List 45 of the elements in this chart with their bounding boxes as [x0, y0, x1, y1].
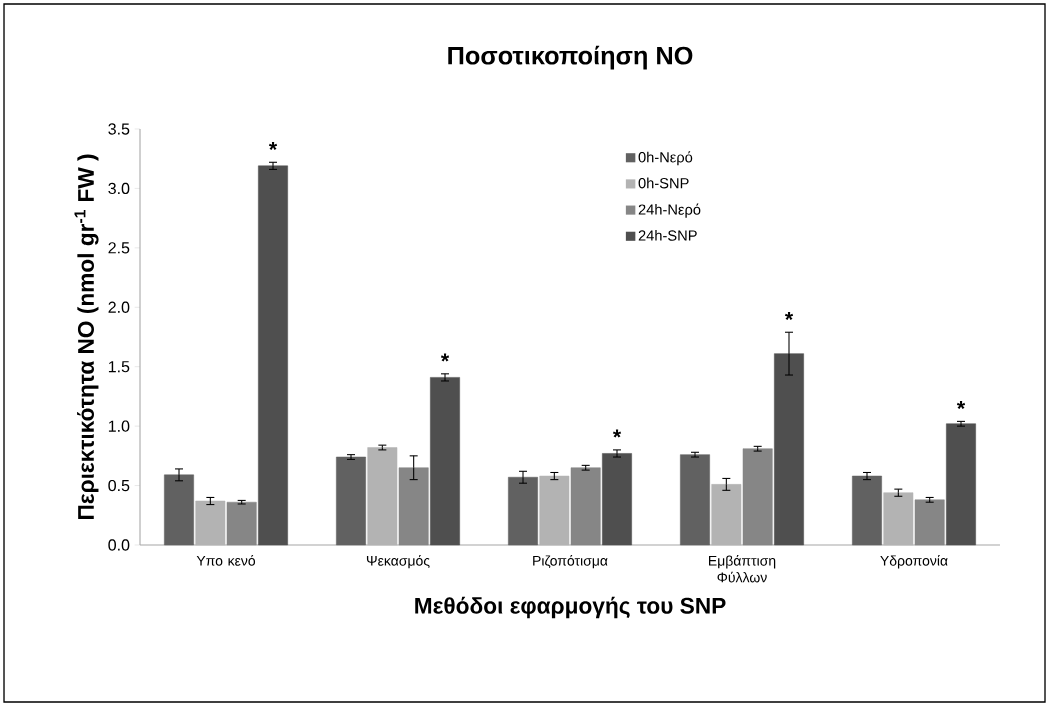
annotation: *: [956, 401, 966, 410]
bar: [539, 475, 570, 546]
legend-label: 0h-SNP: [638, 177, 689, 189]
bar: [195, 500, 226, 546]
bar: [946, 423, 976, 546]
y-axis-title: Περιεκτικότητα NO (nmol gr$^{-1}$ FW ): [74, 154, 99, 520]
x-axis-title: Μεθόδοι εφαρμογής του SNP: [415, 596, 726, 619]
bar: [570, 467, 601, 546]
legend-label: 24h-Νερό: [638, 203, 701, 218]
y-tick-label: 1.0: [108, 420, 130, 432]
bar: [602, 453, 632, 546]
bar: [711, 484, 742, 546]
bar: [336, 456, 366, 546]
x-tick-label: Υδροπονία: [880, 555, 948, 569]
bar: [164, 474, 194, 546]
x-tick-label: Ριζοπότισμα: [533, 555, 608, 569]
x-tick-label: Ψεκασμός: [366, 555, 430, 569]
bar: [742, 448, 773, 546]
x-tick-label: Εμβάπτιση Φύλλων: [709, 555, 776, 583]
y-tick-label: 0.5: [108, 479, 130, 492]
legend-label: 0h-Νερό: [638, 151, 693, 166]
bar: [883, 492, 914, 546]
annotation: *: [268, 141, 278, 150]
bar: [680, 454, 710, 546]
chart-title: Ποσοτικοποίηση NO: [448, 45, 693, 70]
bar: [914, 499, 945, 546]
bar: [367, 447, 398, 546]
x-tick-label: Υπο κενό: [196, 555, 256, 566]
annotation: *: [612, 429, 622, 438]
bar: [226, 501, 257, 546]
bar: [774, 353, 804, 546]
y-tick-label: 3.0: [108, 182, 130, 195]
bar: [508, 476, 538, 546]
bar: [258, 165, 288, 546]
bar: [398, 467, 429, 546]
annotation: *: [784, 311, 794, 320]
bar: [430, 377, 460, 546]
y-tick-label: 2.0: [108, 301, 130, 313]
annotation: *: [440, 353, 450, 362]
y-tick-label: 2.5: [108, 242, 130, 254]
y-tick-label: 1.5: [108, 361, 130, 373]
legend-label: 24h-SNP: [638, 229, 697, 241]
bar: [852, 475, 882, 546]
y-tick-label: 0.0: [108, 539, 130, 551]
y-tick-label: 3.5: [108, 123, 130, 135]
